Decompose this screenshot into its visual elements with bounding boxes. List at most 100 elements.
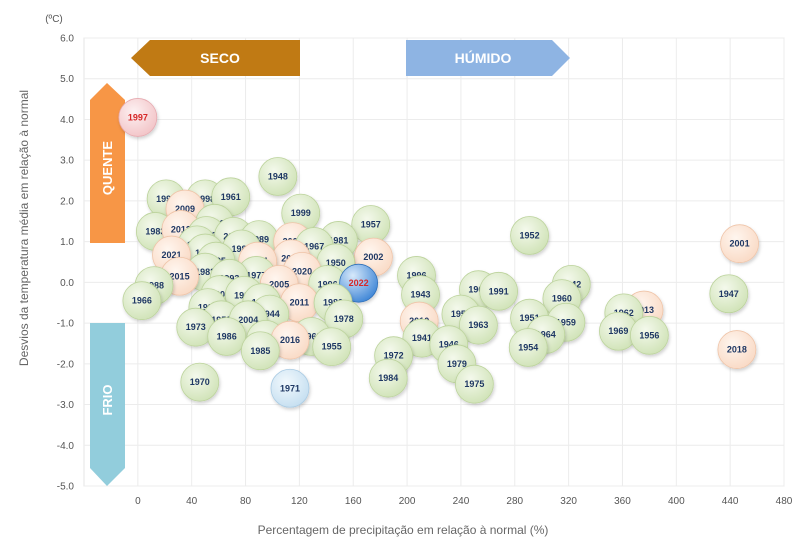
x-tick-label: 80 bbox=[240, 496, 252, 507]
x-tick-label: 400 bbox=[668, 496, 685, 507]
x-tick-label: 440 bbox=[722, 496, 739, 507]
banner-dry: SECO bbox=[131, 40, 300, 76]
bubble-1986: 1986 bbox=[207, 317, 247, 356]
bubble-label: 1991 bbox=[489, 286, 509, 296]
bubble-label: 1968 bbox=[301, 332, 321, 342]
bubble-label: 1982 bbox=[195, 267, 215, 277]
bubble-label: 1957 bbox=[361, 220, 381, 230]
x-tick-label: 480 bbox=[776, 496, 793, 507]
bubble-label: 1943 bbox=[411, 290, 431, 300]
x-axis-label: Percentagem de precipitação em relação à… bbox=[258, 523, 549, 537]
bubble-label: 1997 bbox=[128, 112, 148, 122]
bubble-label: 1996 bbox=[406, 270, 426, 280]
bubble-marker bbox=[270, 368, 310, 408]
bubble-label: 1970 bbox=[190, 377, 210, 387]
bubble-label: 1969 bbox=[608, 326, 628, 336]
bubble-label: 2016 bbox=[280, 335, 300, 345]
banner-hot-label: QUENTE bbox=[100, 141, 115, 196]
bubble-label: 1979 bbox=[447, 359, 467, 369]
bubble-label: 1999 bbox=[291, 208, 311, 218]
bubble-label: 1954 bbox=[518, 343, 538, 353]
bubble-label: 1952 bbox=[520, 231, 540, 241]
bubble-1947: 1947 bbox=[709, 274, 749, 314]
bubble-marker bbox=[180, 362, 220, 402]
bubble-label: 1989 bbox=[249, 235, 269, 245]
bubble-label: 1994 bbox=[156, 194, 176, 204]
bubble-label: 1948 bbox=[268, 171, 288, 181]
bubble-layer: 1997194819941998196120091999195719901983… bbox=[118, 98, 759, 408]
bubble-label: 2013 bbox=[634, 305, 654, 315]
banner-cold: FRIO bbox=[90, 323, 125, 486]
y-tick-label: -4.0 bbox=[57, 441, 75, 452]
bubble-1948: 1948 bbox=[258, 157, 298, 196]
bubble-label: 1986 bbox=[217, 332, 237, 342]
bubble-label: 1981 bbox=[328, 235, 348, 245]
bubble-label: 1950 bbox=[326, 258, 346, 268]
bubble-label: 1951 bbox=[520, 313, 540, 323]
bubble-marker bbox=[118, 98, 158, 137]
bubble-label: 1973 bbox=[186, 322, 206, 332]
bubble-label: 1956 bbox=[639, 330, 659, 340]
banner-dry-label: SECO bbox=[200, 50, 240, 66]
bubble-marker bbox=[717, 330, 757, 369]
bubble-1954: 1954 bbox=[508, 328, 548, 367]
banner-wet-arrow bbox=[406, 40, 570, 76]
x-tick-label: 200 bbox=[399, 496, 416, 507]
banner-dry-arrow bbox=[131, 40, 300, 76]
bubble-label: 1944 bbox=[260, 309, 280, 319]
bubble-label: 2001 bbox=[730, 239, 750, 249]
banner-wet: HÚMIDO bbox=[406, 40, 570, 76]
bubble-label: 1959 bbox=[556, 317, 576, 327]
y-tick-label: -2.0 bbox=[57, 359, 75, 370]
banner-cold-arrow bbox=[90, 323, 125, 486]
bubble-marker bbox=[454, 364, 494, 404]
x-tick-label: 360 bbox=[614, 496, 631, 507]
bubble-label: 2015 bbox=[170, 271, 190, 281]
bubble-marker bbox=[459, 305, 498, 345]
banner-hot-arrow bbox=[90, 83, 125, 243]
bubble-label: 2018 bbox=[727, 345, 747, 355]
bubble-label: 1972 bbox=[384, 351, 404, 361]
bubble-1966: 1966 bbox=[122, 281, 162, 321]
bubble-label: 2012 bbox=[171, 224, 191, 234]
bubble-label: 1998 bbox=[195, 194, 215, 204]
bubble-marker bbox=[368, 358, 408, 398]
bubble-1971: 1971 bbox=[270, 368, 310, 408]
bubble-label: 1966 bbox=[132, 296, 152, 306]
y-tick-label: 0.0 bbox=[60, 278, 74, 289]
x-tick-label: 40 bbox=[186, 496, 198, 507]
bubble-1952: 1952 bbox=[510, 216, 549, 255]
bubble-label: 1971 bbox=[280, 383, 300, 393]
bubble-label: 1947 bbox=[719, 289, 739, 299]
bubble-label: 2009 bbox=[175, 204, 195, 214]
bubble-label: 1980 bbox=[323, 298, 343, 308]
bubble-marker bbox=[709, 274, 749, 314]
bubble-1963: 1963 bbox=[459, 305, 498, 345]
bubble-1956: 1956 bbox=[629, 315, 669, 355]
bubble-2001: 2001 bbox=[720, 224, 759, 264]
bubble-label: 1941 bbox=[412, 333, 432, 343]
bubble-label: 2022 bbox=[349, 278, 369, 288]
banner-wet-label: HÚMIDO bbox=[455, 49, 512, 66]
y-tick-label: -1.0 bbox=[57, 319, 75, 330]
bubble-label: 1967 bbox=[304, 242, 324, 252]
bubble-label: 1946 bbox=[439, 340, 459, 350]
bubble-label: 2020 bbox=[292, 266, 312, 276]
y-tick-label: 5.0 bbox=[60, 74, 74, 85]
bubble-marker bbox=[508, 328, 548, 367]
bubble-marker bbox=[629, 315, 669, 355]
y-tick-label: 3.0 bbox=[60, 156, 74, 167]
x-tick-label: 0 bbox=[135, 496, 141, 507]
bubble-label: 2002 bbox=[363, 252, 383, 262]
bubble-label: 1960 bbox=[552, 294, 572, 304]
bubble-marker bbox=[258, 157, 298, 196]
bubble-marker bbox=[479, 271, 519, 311]
bubble-1970: 1970 bbox=[180, 362, 220, 402]
bubble-label: 2004 bbox=[238, 315, 258, 325]
bubble-label: 1975 bbox=[464, 379, 484, 389]
x-tick-label: 160 bbox=[345, 496, 362, 507]
bubble-label: 2021 bbox=[161, 250, 181, 260]
x-tick-label: 120 bbox=[291, 496, 308, 507]
y-tick-label: -5.0 bbox=[57, 482, 75, 493]
